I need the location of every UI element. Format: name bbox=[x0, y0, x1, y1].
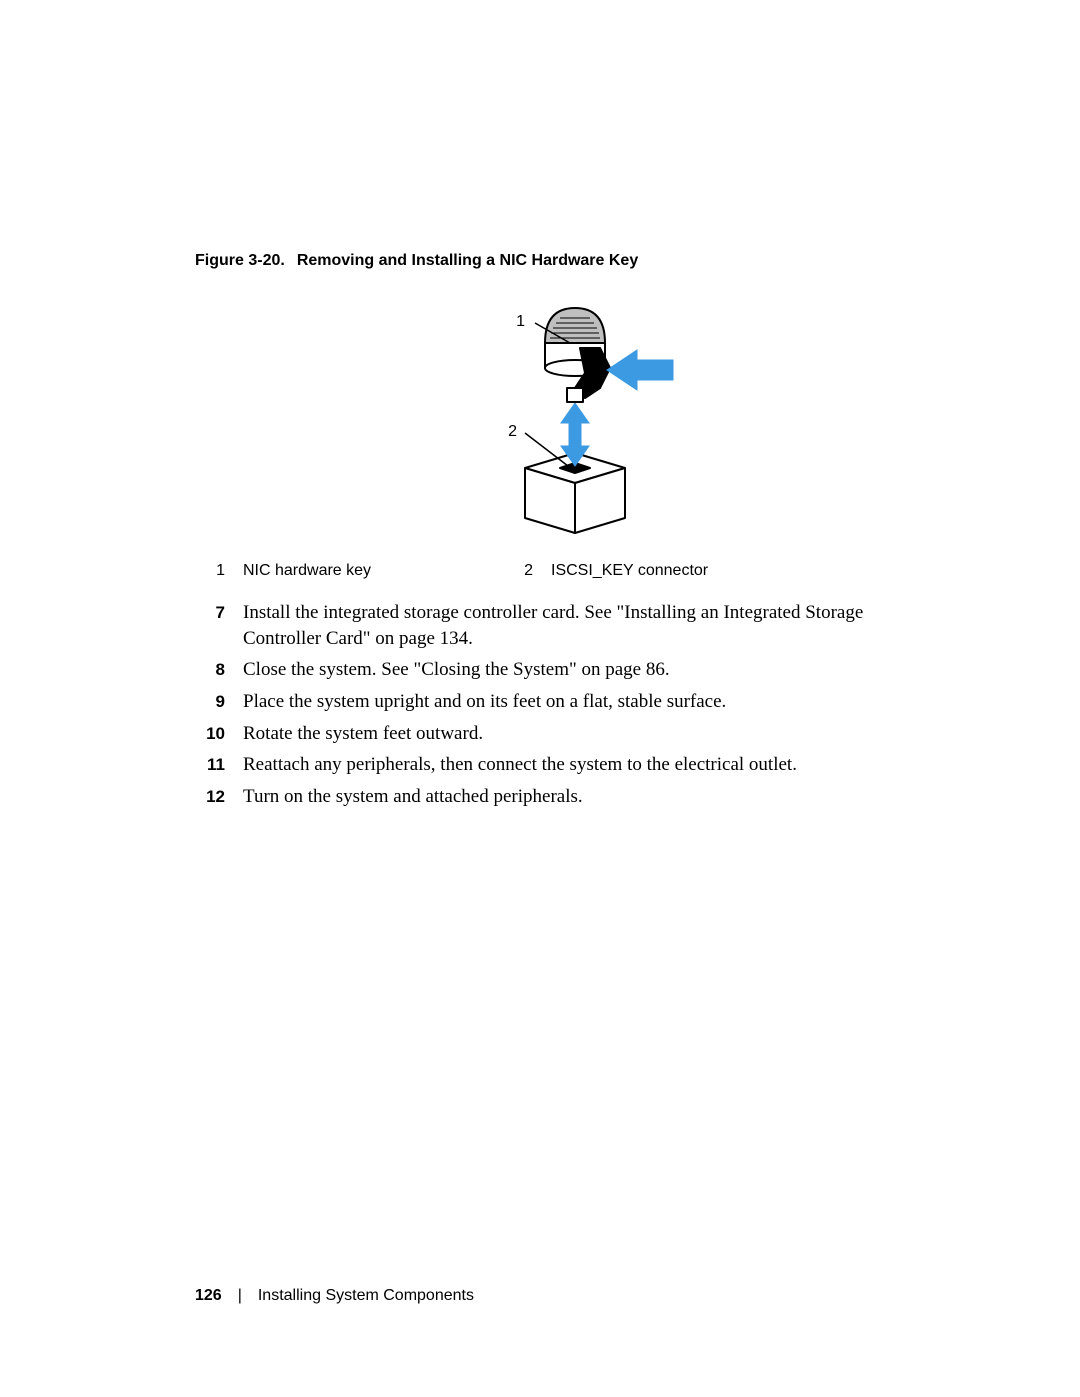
page-number: 126 bbox=[195, 1287, 222, 1305]
step-number: 9 bbox=[195, 689, 243, 715]
figure-legend: 1 NIC hardware key 2 ISCSI_KEY connector bbox=[195, 562, 895, 580]
content-area: Figure 3-20. Removing and Installing a NI… bbox=[195, 252, 895, 815]
step-number: 7 bbox=[195, 600, 243, 651]
step-row: 11 Reattach any peripherals, then connec… bbox=[195, 752, 895, 778]
step-number: 11 bbox=[195, 752, 243, 778]
figure-caption: Figure 3-20. Removing and Installing a NI… bbox=[195, 252, 895, 270]
step-row: 12 Turn on the system and attached perip… bbox=[195, 784, 895, 810]
step-row: 10 Rotate the system feet outward. bbox=[195, 721, 895, 747]
legend-num-1: 1 bbox=[195, 562, 243, 580]
step-text: Install the integrated storage controlle… bbox=[243, 600, 895, 651]
step-text: Turn on the system and attached peripher… bbox=[243, 784, 895, 810]
nic-hardware-key-icon bbox=[545, 308, 610, 402]
page-footer: 126 | Installing System Components bbox=[195, 1287, 474, 1305]
step-row: 7 Install the integrated storage control… bbox=[195, 600, 895, 651]
figure-diagram-container: 1 2 bbox=[195, 288, 895, 548]
step-text: Close the system. See "Closing the Syste… bbox=[243, 657, 895, 683]
callout-2: 2 bbox=[508, 423, 568, 466]
procedure-steps: 7 Install the integrated storage control… bbox=[195, 600, 895, 809]
side-press-arrow-icon bbox=[607, 350, 673, 390]
legend-num-2: 2 bbox=[503, 562, 551, 580]
step-number: 10 bbox=[195, 721, 243, 747]
step-row: 8 Close the system. See "Closing the Sys… bbox=[195, 657, 895, 683]
footer-separator: | bbox=[238, 1287, 242, 1305]
step-text: Place the system upright and on its feet… bbox=[243, 689, 895, 715]
step-text: Rotate the system feet outward. bbox=[243, 721, 895, 747]
figure-number: Figure 3-20. bbox=[195, 252, 285, 270]
callout-2-label: 2 bbox=[508, 423, 517, 440]
legend-text-2: ISCSI_KEY connector bbox=[551, 562, 771, 580]
callout-1-label: 1 bbox=[516, 313, 525, 330]
document-page: Figure 3-20. Removing and Installing a NI… bbox=[0, 0, 1080, 1397]
step-row: 9 Place the system upright and on its fe… bbox=[195, 689, 895, 715]
footer-section-title: Installing System Components bbox=[258, 1287, 474, 1305]
step-text: Reattach any peripherals, then connect t… bbox=[243, 752, 895, 778]
step-number: 12 bbox=[195, 784, 243, 810]
legend-item: 1 NIC hardware key bbox=[195, 562, 463, 580]
legend-text-1: NIC hardware key bbox=[243, 562, 463, 580]
figure-title: Removing and Installing a NIC Hardware K… bbox=[297, 252, 638, 269]
nic-hardware-key-diagram: 1 2 bbox=[375, 288, 715, 548]
step-number: 8 bbox=[195, 657, 243, 683]
legend-item: 2 ISCSI_KEY connector bbox=[503, 562, 771, 580]
